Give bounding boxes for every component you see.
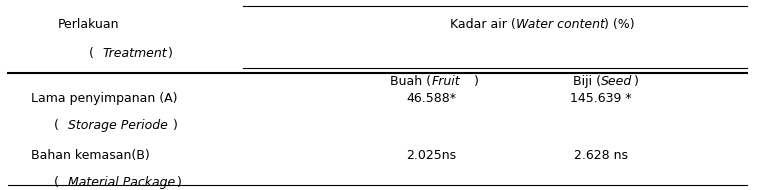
Text: Bahan kemasan(B): Bahan kemasan(B): [31, 149, 149, 162]
Text: Perlakuan: Perlakuan: [58, 18, 119, 31]
Text: 145.639 *: 145.639 *: [570, 92, 631, 105]
Text: Material Package: Material Package: [68, 176, 175, 189]
Text: (: (: [54, 176, 59, 189]
Text: Fruit: Fruit: [431, 75, 460, 88]
Text: Kadar air (: Kadar air (: [450, 18, 516, 31]
Text: ): ): [173, 119, 178, 132]
Text: Treatment: Treatment: [102, 47, 167, 60]
Text: ): ): [474, 75, 478, 88]
Text: (: (: [54, 119, 59, 132]
Text: Storage Periode: Storage Periode: [68, 119, 168, 132]
Text: Biji (: Biji (: [573, 75, 601, 88]
Text: ): ): [177, 176, 182, 189]
Text: 2.025ns: 2.025ns: [406, 149, 457, 162]
Text: (: (: [89, 47, 93, 60]
Text: 2.628 ns: 2.628 ns: [574, 149, 628, 162]
Text: ): ): [168, 47, 172, 60]
Text: ): ): [634, 75, 638, 88]
Text: 46.588*: 46.588*: [407, 92, 456, 105]
Text: Seed: Seed: [601, 75, 632, 88]
Text: Lama penyimpanan (A): Lama penyimpanan (A): [31, 92, 177, 105]
Text: ) (%): ) (%): [604, 18, 635, 31]
Text: Buah (: Buah (: [390, 75, 431, 88]
Text: Water content: Water content: [516, 18, 604, 31]
